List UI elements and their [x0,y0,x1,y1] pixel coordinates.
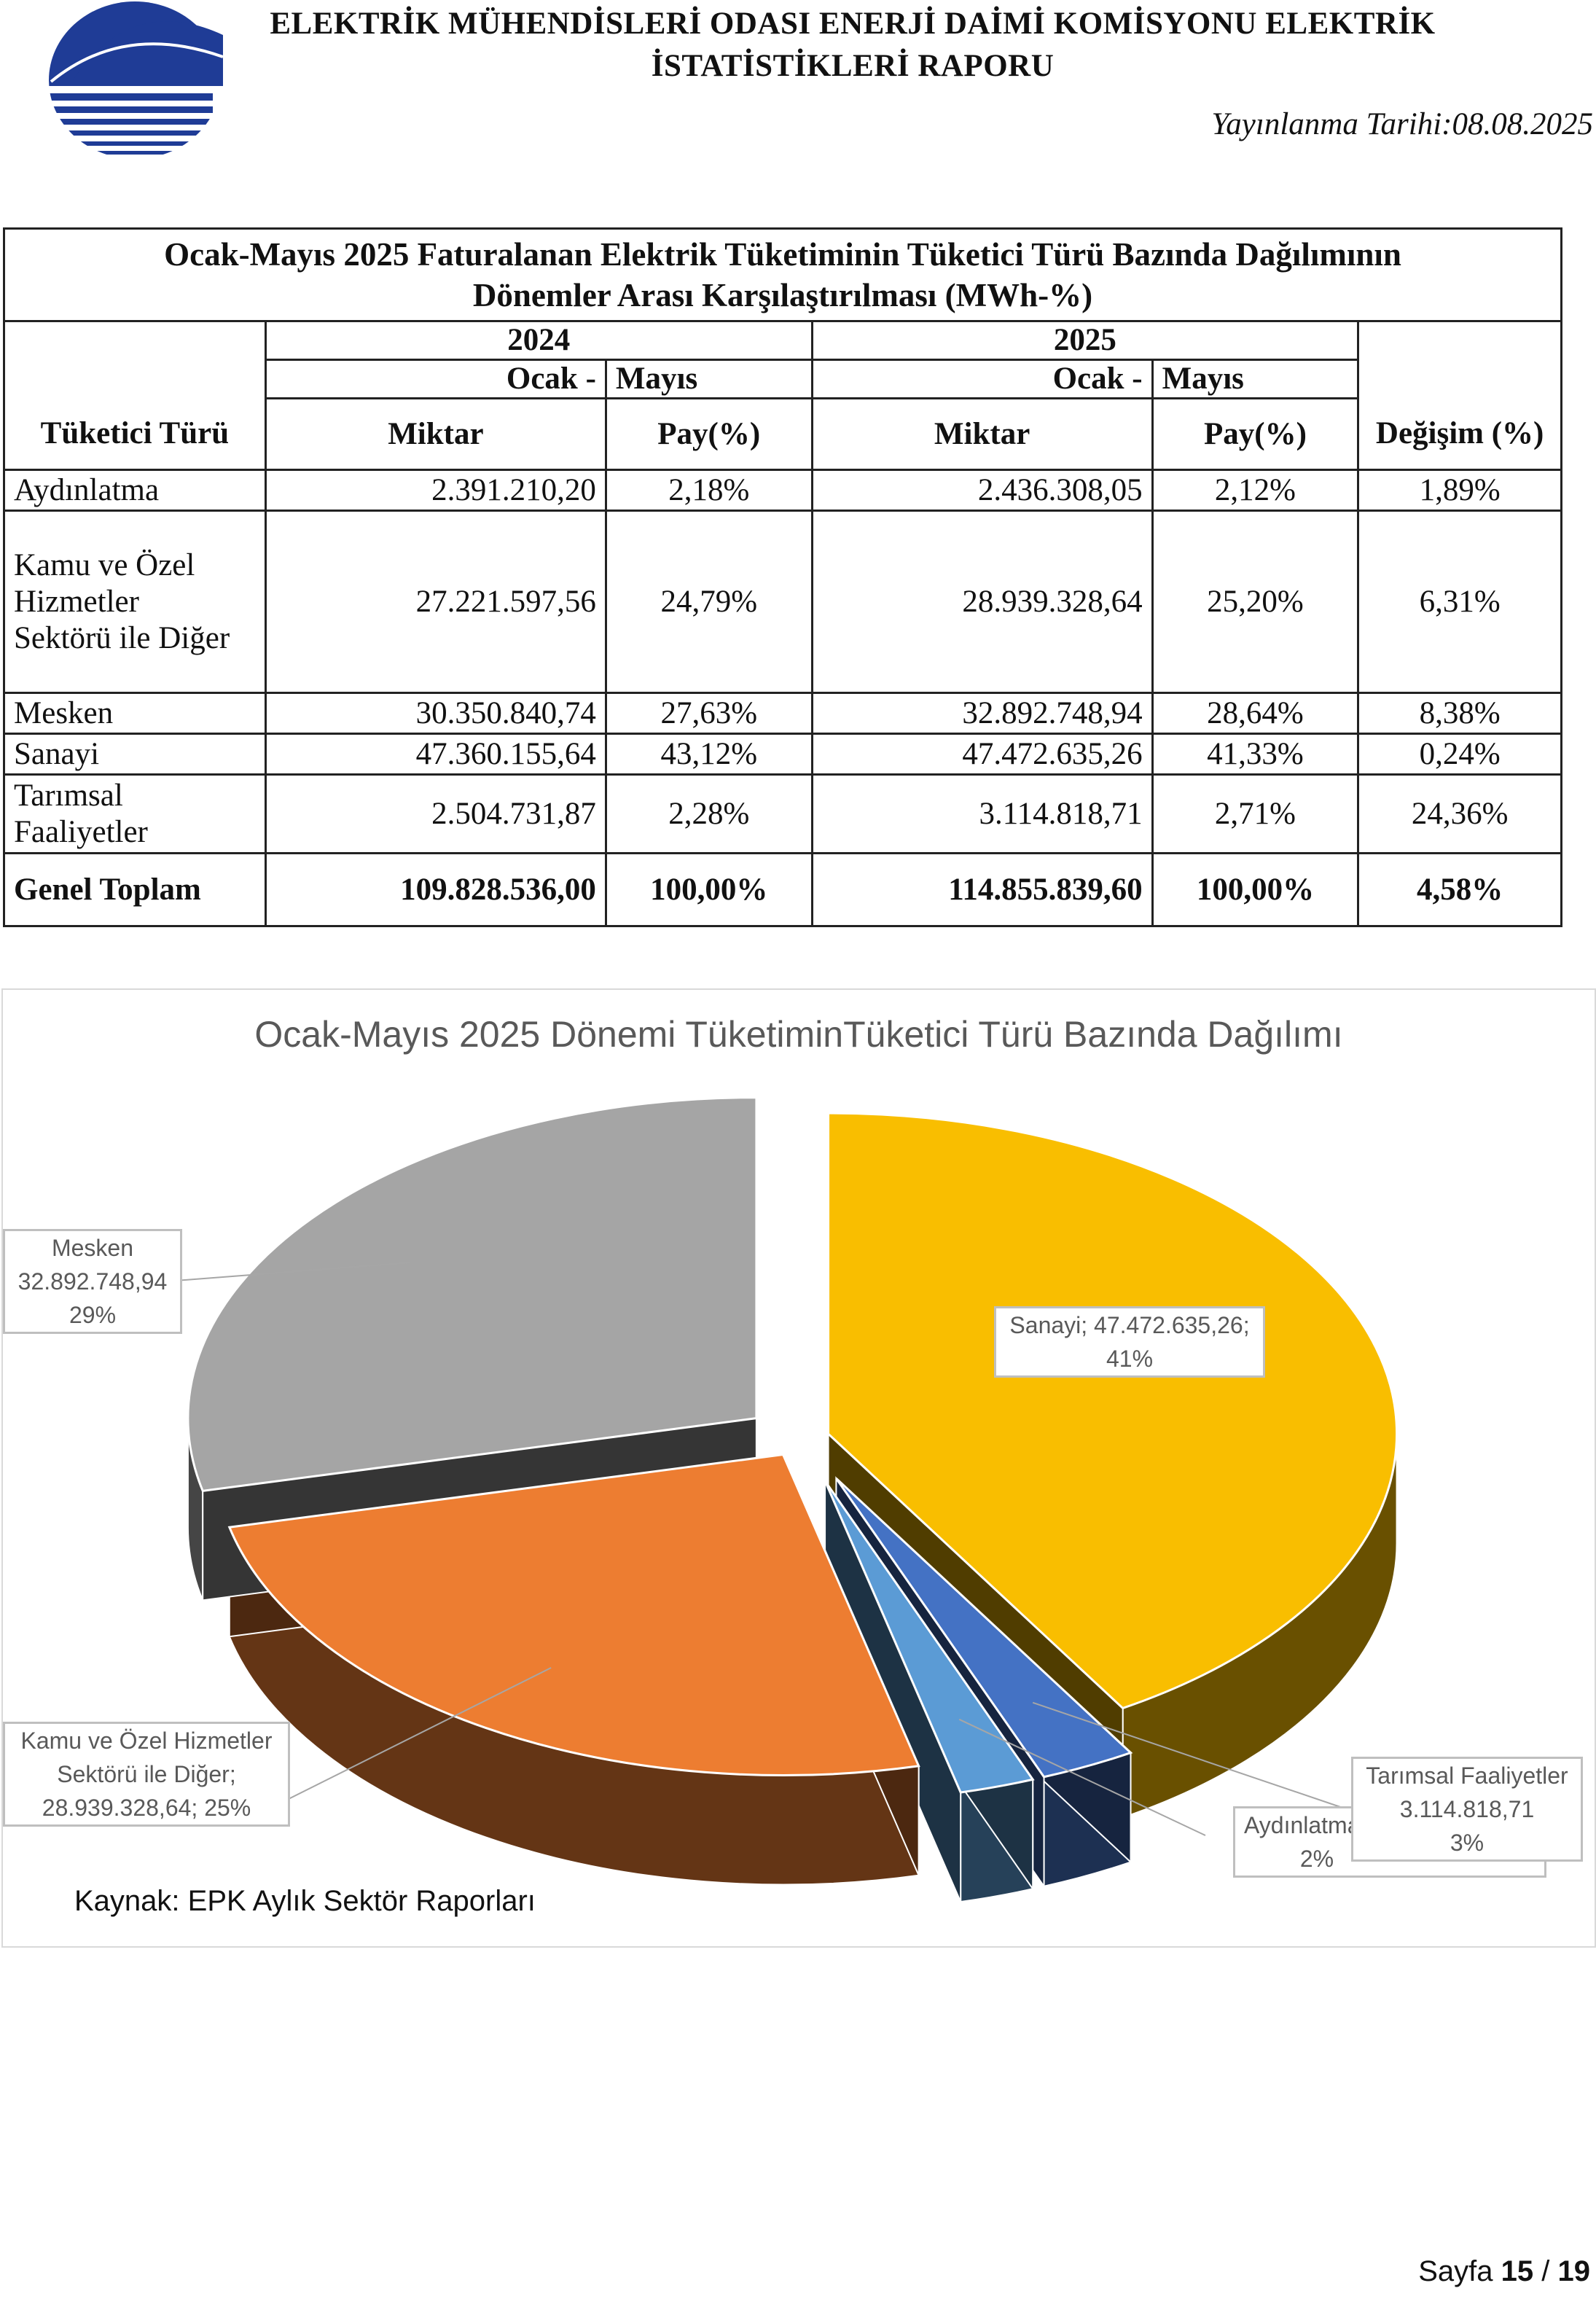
total-amount-2025: 114.855.839,60 [810,852,1154,927]
source-note: Kaynak: EPK Aylık Sektör Raporları [74,1885,536,1917]
share-2024: 43,12% [604,733,813,776]
data-label-sanayi: Sanayi; 47.472.635,26; 41% [994,1306,1265,1378]
pie-slice-mesken [187,1096,758,1492]
pie-slice-tarımsal [835,1478,1133,1779]
change-percent: 1,89% [1357,469,1562,512]
data-label-kamu: Kamu ve Özel Hizmetler Sektörü ile Diğer… [3,1722,290,1827]
change-percent: 8,38% [1357,692,1562,735]
row-label: Mesken [3,692,267,735]
total-share-2025: 100,00% [1151,852,1360,927]
year-2024-header: 2024 [264,320,813,361]
change-percent: 6,31% [1357,510,1562,694]
total-amount-2024: 109.828.536,00 [264,852,607,927]
row-label: Tarımsal Faaliyetler [3,773,267,854]
share-2024: 27,63% [604,692,813,735]
amount-2025: 3.114.818,71 [810,773,1154,854]
pie-chart: Ocak-Mayıs 2025 Dönemi TüketiminTüketici… [1,988,1596,1948]
table-row: Kamu ve Özel Hizmetler Sektörü ile Diğer… [3,510,1562,694]
share-2024: 2,18% [604,469,813,512]
pie-chart-canvas [165,1096,1399,1903]
leader-line [1032,1701,1352,1811]
share-2024: 24,79% [604,510,813,694]
total-row: Genel Toplam 109.828.536,00 100,00% 114.… [3,852,1562,927]
leader-line [958,1718,1206,1836]
amount-2025: 47.472.635,26 [810,733,1154,776]
table-row: Aydınlatma 2.391.210,20 2,18% 2.436.308,… [3,469,1562,512]
emo-logo-icon [49,0,226,160]
amount-2025: 28.939.328,64 [810,510,1154,694]
amount-2025: 2.436.308,05 [810,469,1154,512]
pie-slice-kamu [227,1453,920,1776]
period-start-2025: Ocak - [810,359,1154,399]
column-header: Değişim (%) [1357,398,1562,471]
consumption-table: Ocak-Mayıs 2025 Faturalanan Elektrik Tük… [3,227,1562,927]
amount-2024: 27.221.597,56 [264,510,607,694]
data-label-mesken: Mesken 32.892.748,94 29% [3,1229,182,1334]
row-label: Sanayi [3,733,267,776]
period-start-2024: Ocak - [264,359,607,399]
period-end-2024: Mayıs [604,359,813,399]
amount-2024: 47.360.155,64 [264,733,607,776]
change-percent: 0,24% [1357,733,1562,776]
data-label-tarimsal: Tarımsal Faaliyetler 3.114.818,71 3% [1351,1757,1583,1862]
leader-line [273,1667,552,1807]
publish-date: Yayınlanma Tarihi:08.08.2025 [1211,107,1593,141]
share-2024: 2,28% [604,773,813,854]
report-title: ELEKTRİK MÜHENDİSLERİ ODASI ENERJİ DAİMİ… [270,7,1436,83]
share-2025: 41,33% [1151,733,1360,776]
page-number: Sayfa 15 / 19 [1418,2255,1590,2287]
amount-2024: 30.350.840,74 [264,692,607,735]
column-header: Miktar [264,397,607,471]
period-end-2025: Mayıs [1151,359,1360,399]
pie-slice-aydınlatma [824,1480,1035,1794]
column-header: Miktar [810,397,1154,471]
table-title: Ocak-Mayıs 2025 Faturalanan Elektrik Tük… [3,227,1562,322]
leader-line [165,1262,410,1282]
row-label: Aydınlatma [3,469,267,512]
amount-2024: 2.504.731,87 [264,773,607,854]
share-2025: 25,20% [1151,510,1360,694]
amount-2025: 32.892.748,94 [810,692,1154,735]
total-label: Genel Toplam [3,852,267,927]
year-2025-header: 2025 [810,320,1360,361]
table-row: Tarımsal Faaliyetler 2.504.731,87 2,28% … [3,773,1562,854]
column-header: Pay(%) [1151,397,1360,471]
chart-title: Ocak-Mayıs 2025 Dönemi TüketiminTüketici… [254,1014,1343,1055]
table-row: Mesken 30.350.840,74 27,63% 32.892.748,9… [3,692,1562,735]
total-share-2024: 100,00% [604,852,813,927]
change-percent: 24,36% [1357,773,1562,854]
table-row: Sanayi 47.360.155,64 43,12% 47.472.635,2… [3,733,1562,776]
total-change: 4,58% [1357,852,1562,927]
row-label: Kamu ve Özel Hizmetler Sektörü ile Diğer [3,510,267,694]
pie-top-faces [187,1096,1399,1794]
share-2025: 2,12% [1151,469,1360,512]
amount-2024: 2.391.210,20 [264,469,607,512]
pie-slice-sanayi [827,1112,1399,1710]
column-header: Tüketici Türü [3,398,267,471]
share-2025: 2,71% [1151,773,1360,854]
share-2025: 28,64% [1151,692,1360,735]
column-header: Pay(%) [604,397,813,471]
